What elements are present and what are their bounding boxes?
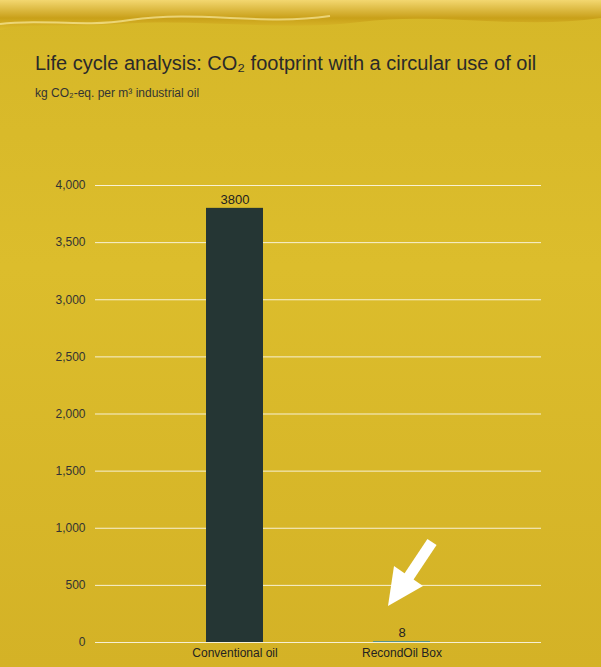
html-text:kg CO₂-eq. per m³ industrial o: kg CO₂-eq. per m³ industrial oil [35,86,199,100]
svg-text:Conventional oil: Conventional oil [192,646,277,660]
svg-text:1,500: 1,500 [55,464,85,478]
svg-text:3800: 3800 [221,192,250,207]
svg-text:4,000: 4,000 [55,178,85,192]
svg-text:2,000: 2,000 [55,407,85,421]
svg-text:3,500: 3,500 [55,235,85,249]
html-text:Life cycle analysis: CO₂ footp: Life cycle analysis: CO₂ footprint with … [35,52,537,74]
svg-text:0: 0 [79,635,86,649]
svg-text:500: 500 [65,578,85,592]
svg-text:3,000: 3,000 [55,293,85,307]
svg-text:8: 8 [398,625,405,640]
svg-text:2,500: 2,500 [55,350,85,364]
svg-text:1,000: 1,000 [55,521,85,535]
svg-text:RecondOil Box: RecondOil Box [362,646,442,660]
